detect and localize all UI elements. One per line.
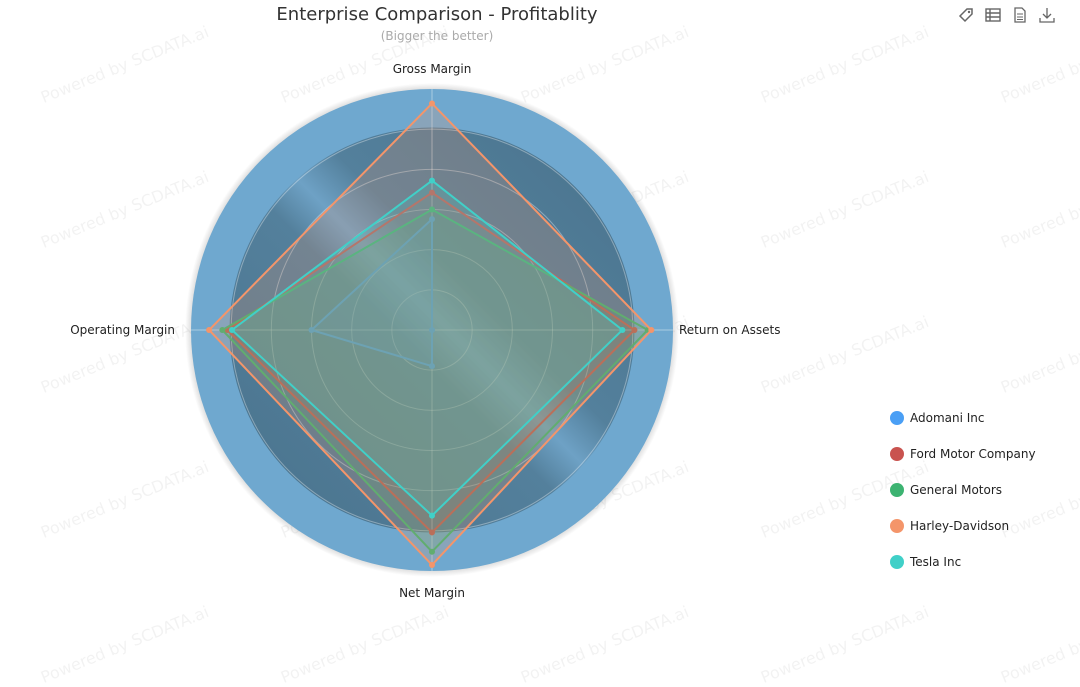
data-point bbox=[429, 100, 435, 107]
data-point bbox=[219, 327, 226, 333]
legend-label: Adomani Inc bbox=[910, 411, 985, 425]
data-point bbox=[206, 327, 213, 333]
series-tesla-inc bbox=[228, 177, 626, 519]
indicator-label: Operating Margin bbox=[70, 323, 175, 337]
legend-label: Harley-Davidson bbox=[910, 519, 1010, 533]
data-point bbox=[631, 327, 638, 333]
series-general-motors bbox=[219, 206, 651, 555]
data-point bbox=[619, 327, 626, 333]
legend-marker bbox=[890, 483, 904, 497]
data-point bbox=[429, 529, 435, 536]
document-icon[interactable] bbox=[1011, 6, 1029, 24]
series-harley-davidson bbox=[206, 100, 655, 568]
legend-marker bbox=[890, 447, 904, 461]
legend-marker bbox=[890, 519, 904, 533]
toolbar bbox=[957, 6, 1056, 24]
data-point bbox=[648, 327, 655, 333]
legend-marker bbox=[890, 555, 904, 569]
data-point bbox=[429, 189, 435, 196]
data-point bbox=[429, 363, 435, 370]
data-point bbox=[429, 548, 435, 555]
indicator-label: Net Margin bbox=[399, 586, 465, 600]
legend-label: Tesla Inc bbox=[910, 555, 962, 569]
watermark-text: Powered by SCDATA.ai bbox=[517, 602, 692, 687]
legend-item[interactable]: Harley-Davidson bbox=[890, 508, 1036, 544]
legend-item[interactable]: Ford Motor Company bbox=[890, 436, 1036, 472]
legend-item[interactable]: Adomani Inc bbox=[890, 400, 1036, 436]
chart-title: Enterprise Comparison - Profitablity bbox=[276, 4, 598, 25]
download-icon[interactable] bbox=[1038, 6, 1056, 24]
data-point bbox=[429, 216, 435, 223]
watermark-text: Powered by SCDATA.ai bbox=[277, 602, 452, 687]
watermark-text: Powered by SCDATA.ai bbox=[757, 602, 932, 687]
data-view-icon[interactable] bbox=[984, 6, 1002, 24]
legend-item[interactable]: General Motors bbox=[890, 472, 1036, 508]
legend: Adomani Inc Ford Motor Company General Mot… bbox=[890, 400, 1036, 580]
series-adomani-inc bbox=[308, 216, 435, 370]
legend-label: Ford Motor Company bbox=[910, 447, 1036, 461]
watermark-text: Powered by SCDATA.ai bbox=[997, 602, 1080, 687]
tag-icon[interactable] bbox=[957, 6, 975, 24]
legend-label: General Motors bbox=[910, 483, 1003, 497]
legend-marker bbox=[890, 411, 904, 425]
data-point bbox=[429, 327, 435, 333]
radar-ring bbox=[270, 168, 594, 492]
indicator-label: Gross Margin bbox=[393, 62, 472, 76]
radar-chart: Gross Margin Return on Assets Net Margin Op… bbox=[70, 62, 780, 600]
legend-item[interactable]: Tesla Inc bbox=[890, 544, 1036, 580]
watermark-text: Powered by SCDATA.ai bbox=[37, 602, 212, 687]
indicator-label: Return on Assets bbox=[679, 323, 780, 337]
data-point bbox=[429, 512, 435, 519]
data-point bbox=[308, 327, 315, 333]
data-point bbox=[228, 327, 235, 333]
data-point bbox=[429, 177, 435, 184]
data-point bbox=[429, 206, 435, 213]
chart-subtitle: (Bigger the better) bbox=[380, 29, 494, 43]
data-point bbox=[429, 561, 435, 568]
